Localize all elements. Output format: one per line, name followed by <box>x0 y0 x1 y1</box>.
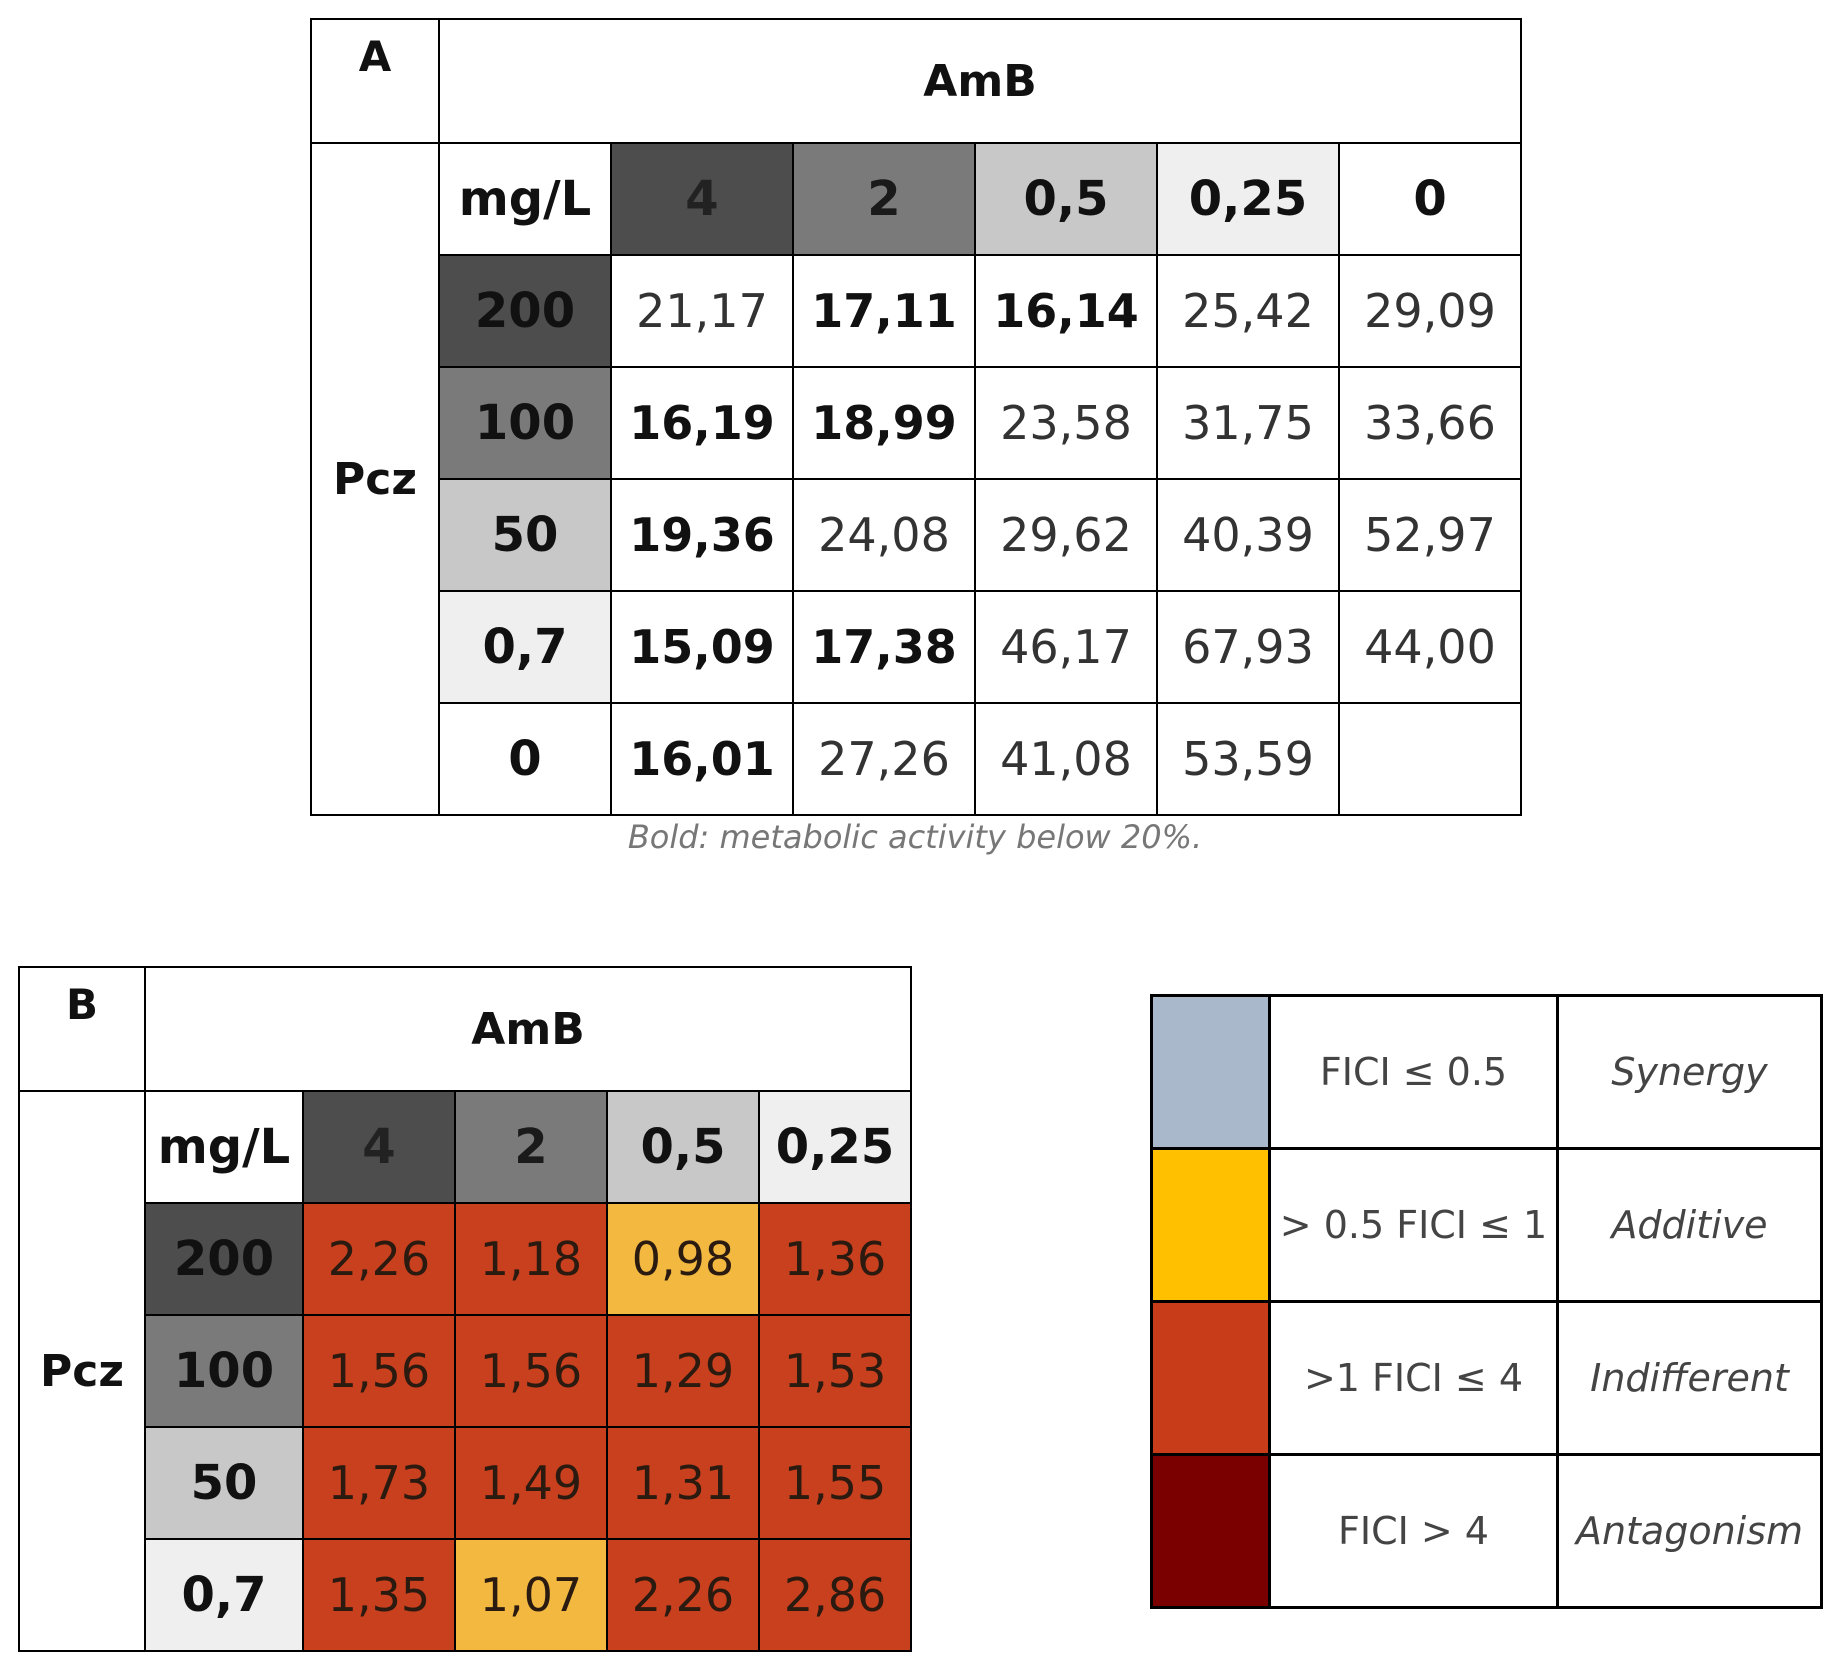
table-a-row-header: 100 <box>438 366 612 480</box>
table-a-cell: 31,75 <box>1156 366 1340 480</box>
table-b-cell: 1,07 <box>454 1538 608 1652</box>
legend-row-antagonism: FICI > 4 Antagonism <box>1150 1453 1823 1609</box>
table-b-label: B <box>18 966 146 1092</box>
legend-range: > 0.5 FICI ≤ 1 <box>1268 1147 1559 1303</box>
table-a-col-header: 0 <box>1337 142 1523 256</box>
table-a-cell: 52,97 <box>1337 478 1523 592</box>
table-a-cell: 16,19 <box>610 366 794 480</box>
table-a-cell: 17,38 <box>792 590 976 704</box>
table-a-cell: 41,08 <box>974 702 1158 816</box>
table-b-col-header: 2 <box>454 1090 608 1204</box>
legend-range: >1 FICI ≤ 4 <box>1268 1300 1559 1456</box>
table-b-cell: 1,31 <box>606 1426 760 1540</box>
legend-swatch-antagonism <box>1150 1453 1271 1609</box>
table-a-row: 50 19,36 24,08 29,62 40,39 52,97 <box>311 478 1523 592</box>
table-b-row: 50 1,73 1,49 1,31 1,55 <box>19 1426 913 1540</box>
table-b-row: 100 1,56 1,56 1,29 1,53 <box>19 1314 913 1428</box>
table-a-col-header: 0,25 <box>1156 142 1340 256</box>
legend-range: FICI > 4 <box>1268 1453 1559 1609</box>
table-a-unit-header: mg/L <box>438 142 612 256</box>
table-a-col-header: 2 <box>792 142 976 256</box>
legend-row-synergy: FICI ≤ 0.5 Synergy <box>1150 994 1823 1150</box>
table-b-row-header: 0,7 <box>144 1538 304 1652</box>
legend-row-additive: > 0.5 FICI ≤ 1 Additive <box>1150 1147 1823 1303</box>
table-b-cell: 1,56 <box>454 1314 608 1428</box>
table-b-cell: 2,26 <box>606 1538 760 1652</box>
table-a-cell: 67,93 <box>1156 590 1340 704</box>
fici-legend: FICI ≤ 0.5 Synergy > 0.5 FICI ≤ 1 Additi… <box>1150 994 1823 1609</box>
table-b-cell: 1,56 <box>302 1314 456 1428</box>
table-b-cell: 1,36 <box>757 1202 913 1316</box>
table-a-cell: 53,59 <box>1156 702 1340 816</box>
table-b-amb-header: AmB <box>143 966 913 1092</box>
table-a-amb-header: AmB <box>437 18 1523 144</box>
table-b-fici: B AmB Pcz mg/L 4 2 0,5 0,25 200 2,26 1,1… <box>18 966 913 1652</box>
table-a-label: A <box>310 18 440 144</box>
table-b-cell: 1,35 <box>302 1538 456 1652</box>
table-a-cell: 21,17 <box>610 254 794 368</box>
table-a-metabolic-activity: A AmB Pcz mg/L 4 2 0,5 0,25 0 200 21,17 … <box>310 18 1523 816</box>
table-b-cell: 1,29 <box>606 1314 760 1428</box>
table-a-cell: 16,14 <box>974 254 1158 368</box>
table-a-col-header: 0,5 <box>974 142 1158 256</box>
table-b-col-header: 0,25 <box>757 1090 913 1204</box>
table-b-col-header: 0,5 <box>606 1090 760 1204</box>
table-a-cell: 29,62 <box>974 478 1158 592</box>
table-b-cell: 1,18 <box>454 1202 608 1316</box>
table-a-row: 0 16,01 27,26 41,08 53,59 <box>311 702 1523 816</box>
table-a-row: 200 21,17 17,11 16,14 25,42 29,09 <box>311 254 1523 368</box>
table-a-cell: 29,09 <box>1337 254 1523 368</box>
table-b-col-header: 4 <box>302 1090 456 1204</box>
table-b-row-header: 50 <box>144 1426 304 1540</box>
table-a-row-header: 0,7 <box>438 590 612 704</box>
legend-swatch-synergy <box>1150 994 1271 1150</box>
table-a-cell: 27,26 <box>792 702 976 816</box>
table-a-row-header: 0 <box>438 702 612 816</box>
table-a-col-header: 4 <box>610 142 794 256</box>
table-b-cell: 1,73 <box>302 1426 456 1540</box>
table-a-cell: 24,08 <box>792 478 976 592</box>
table-a-cell: 25,42 <box>1156 254 1340 368</box>
legend-row-indifferent: >1 FICI ≤ 4 Indifferent <box>1150 1300 1823 1456</box>
table-b-pcz-header: Pcz <box>18 1090 146 1652</box>
table-b-row: 0,7 1,35 1,07 2,26 2,86 <box>19 1538 913 1652</box>
table-b-row-header: 200 <box>144 1202 304 1316</box>
table-b-row: 200 2,26 1,18 0,98 1,36 <box>19 1202 913 1316</box>
table-a-cell: 46,17 <box>974 590 1158 704</box>
legend-label: Additive <box>1556 1147 1823 1303</box>
table-a-cell: 16,01 <box>610 702 794 816</box>
table-a-cell: 23,58 <box>974 366 1158 480</box>
table-b-cell: 1,53 <box>757 1314 913 1428</box>
table-b-cell: 1,55 <box>757 1426 913 1540</box>
table-a-cell-empty <box>1337 702 1523 816</box>
table-b-row-header: 100 <box>144 1314 304 1428</box>
table-a-cell: 44,00 <box>1337 590 1523 704</box>
table-a-row-header: 200 <box>438 254 612 368</box>
legend-label: Indifferent <box>1556 1300 1823 1456</box>
table-a-row-header: 50 <box>438 478 612 592</box>
table-a-cell: 18,99 <box>792 366 976 480</box>
legend-label: Synergy <box>1556 994 1823 1150</box>
table-a-cell: 40,39 <box>1156 478 1340 592</box>
table-a-cell: 19,36 <box>610 478 794 592</box>
table-a-cell: 17,11 <box>792 254 976 368</box>
table-a-pcz-header: Pcz <box>310 142 440 816</box>
table-b-cell: 0,98 <box>606 1202 760 1316</box>
table-a-cell: 15,09 <box>610 590 794 704</box>
table-b-unit-header: mg/L <box>144 1090 304 1204</box>
legend-swatch-additive <box>1150 1147 1271 1303</box>
table-a-caption: Bold: metabolic activity below 20%. <box>627 818 1203 856</box>
legend-range: FICI ≤ 0.5 <box>1268 994 1559 1150</box>
table-a-row: 0,7 15,09 17,38 46,17 67,93 44,00 <box>311 590 1523 704</box>
table-b-cell: 2,86 <box>757 1538 913 1652</box>
legend-swatch-indifferent <box>1150 1300 1271 1456</box>
legend-label: Antagonism <box>1556 1453 1823 1609</box>
table-a-row: 100 16,19 18,99 23,58 31,75 33,66 <box>311 366 1523 480</box>
table-b-cell: 1,49 <box>454 1426 608 1540</box>
table-b-cell: 2,26 <box>302 1202 456 1316</box>
table-a-cell: 33,66 <box>1337 366 1523 480</box>
